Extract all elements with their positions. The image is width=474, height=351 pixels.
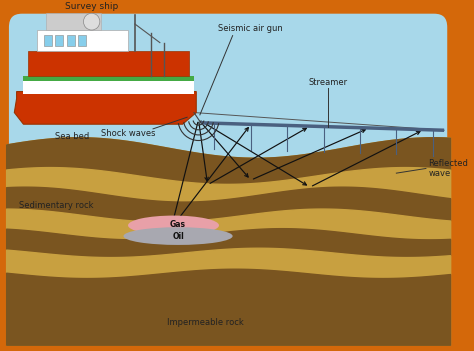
Bar	[23, 81, 194, 94]
Text: Sea bed: Sea bed	[55, 132, 90, 140]
Text: Reflected
wave: Reflected wave	[428, 159, 468, 178]
Text: Impermeable rock: Impermeable rock	[167, 318, 244, 327]
Circle shape	[83, 13, 100, 30]
Text: Oil: Oil	[172, 232, 184, 240]
Text: Seismic air gun: Seismic air gun	[219, 24, 283, 33]
Bar	[78, 35, 86, 46]
FancyBboxPatch shape	[6, 11, 450, 345]
Polygon shape	[14, 92, 196, 124]
Bar	[46, 13, 101, 29]
Text: Shock waves: Shock waves	[101, 129, 155, 138]
Ellipse shape	[128, 216, 219, 235]
Text: Streamer: Streamer	[309, 78, 348, 87]
Ellipse shape	[124, 227, 233, 245]
Text: Gas: Gas	[170, 220, 186, 229]
Bar	[28, 51, 190, 76]
Bar	[23, 76, 194, 81]
Bar	[37, 29, 128, 51]
Text: Sedimentary rock: Sedimentary rock	[19, 201, 93, 210]
Bar	[44, 35, 52, 46]
Bar	[55, 35, 64, 46]
Bar	[67, 35, 75, 46]
Text: Survey ship: Survey ship	[65, 2, 118, 11]
